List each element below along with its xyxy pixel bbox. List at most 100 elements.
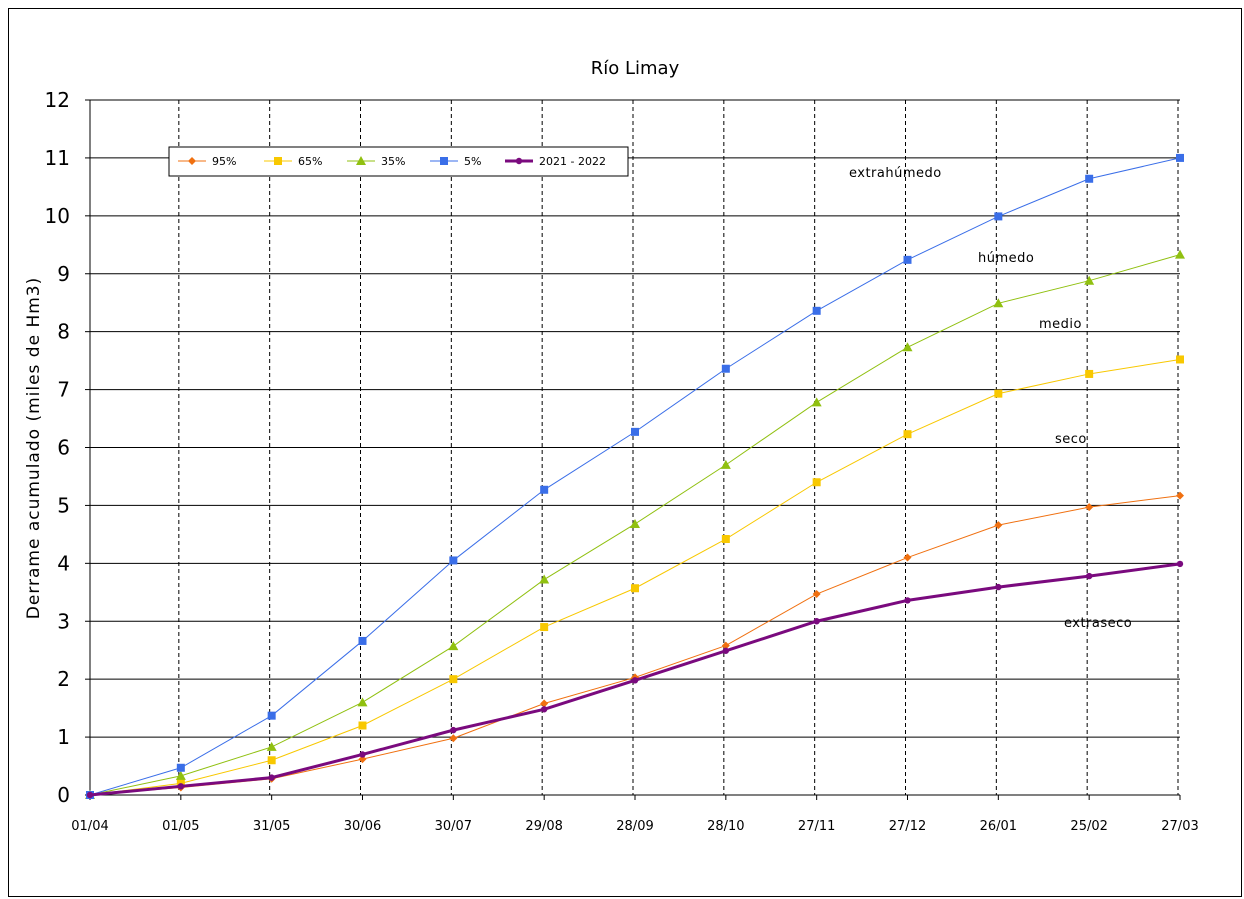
zone-annotations: extrahúmedo húmedo medio seco extraseco [849, 166, 1132, 631]
series-4 [86, 560, 1184, 799]
series-4-point-10 [995, 583, 1002, 591]
y-tick-label-11: 11 [45, 146, 70, 170]
legend-label-0: 95% [212, 155, 236, 168]
series-4-point-0 [86, 791, 94, 799]
series-2-point-2 [266, 741, 277, 751]
series-1-point-11 [1085, 369, 1094, 378]
legend-box [168, 146, 629, 177]
chart-title: Río Limay [591, 58, 680, 79]
annotation-extrahumedo: extrahúmedo [849, 166, 942, 181]
series-0-point-8 [812, 590, 821, 599]
x-tick-label-11: 25/02 [1070, 819, 1107, 834]
series-2-point-4 [448, 641, 459, 651]
series-1 [86, 355, 1184, 799]
legend-marker-4 [515, 157, 523, 165]
series-2-point-9 [902, 342, 913, 352]
series-4-point-9 [904, 597, 911, 604]
series-0-point-7 [721, 641, 730, 650]
series-4-point-6 [631, 677, 639, 684]
series-1-point-12 [1176, 355, 1184, 364]
legend-marker-0 [188, 157, 196, 165]
series-1-point-5 [540, 623, 549, 632]
y-tick-label-2: 2 [57, 667, 70, 691]
x-tick-label-6: 28/09 [616, 819, 653, 834]
legend-label-1: 65% [298, 155, 322, 168]
x-tick-label-3: 30/06 [344, 819, 381, 834]
series-1-point-9 [903, 430, 912, 439]
legend-label-4: 2021 - 2022 [539, 155, 606, 168]
series-2-point-5 [539, 574, 550, 584]
series-2-point-7 [720, 459, 731, 469]
series-4-point-7 [722, 647, 730, 654]
series-2-point-12 [1175, 249, 1185, 259]
series-3-point-10 [994, 212, 1003, 221]
x-tick-label-0: 01/04 [71, 819, 108, 834]
series-0-point-10 [994, 521, 1003, 530]
x-tick-label-1: 01/05 [162, 819, 199, 834]
series-0-point-12 [1176, 491, 1184, 500]
y-tick-label-10: 10 [45, 204, 70, 228]
series-3-point-8 [812, 306, 821, 315]
y-tick-label-5: 5 [57, 493, 70, 517]
series-2-point-3 [357, 697, 368, 707]
y-tick-label-4: 4 [57, 551, 70, 575]
legend-marker-2 [356, 156, 366, 165]
series-3-point-11 [1085, 174, 1094, 183]
series-1-point-7 [721, 535, 730, 544]
series-4-point-11 [1085, 572, 1093, 580]
x-tick-label-12: 27/03 [1161, 819, 1198, 834]
series-2 [85, 249, 1185, 799]
series-2-point-1 [175, 770, 186, 780]
series-3-point-1 [176, 763, 185, 772]
legend-label-2: 35% [381, 155, 405, 168]
x-tick-label-2: 31/05 [253, 819, 290, 834]
y-tick-label-8: 8 [57, 320, 70, 344]
y-tick-label-9: 9 [57, 262, 70, 286]
series-line-1 [89, 358, 1181, 796]
annotation-extraseco: extraseco [1064, 616, 1132, 631]
legend-marker-3 [440, 157, 448, 165]
series-lines [85, 153, 1185, 799]
series-4-point-3 [359, 751, 366, 758]
series-2-point-10 [993, 298, 1004, 308]
series-1-point-10 [994, 389, 1003, 398]
series-3-point-3 [358, 636, 367, 645]
y-tick-label-0: 0 [57, 783, 70, 807]
horizontal-gridlines [90, 99, 1180, 738]
series-0-point-9 [903, 553, 912, 562]
y-tick-label-7: 7 [57, 378, 70, 402]
series-1-point-2 [267, 756, 276, 765]
y-tick-label-3: 3 [57, 609, 70, 633]
y-tick-label-6: 6 [57, 436, 70, 460]
series-0-point-11 [1085, 503, 1094, 512]
x-tick-labels: 01/04 01/05 31/05 30/06 30/07 29/08 28/09 28/10… [71, 795, 1199, 834]
series-0-point-4 [449, 734, 458, 743]
y-tick-label-12: 12 [45, 88, 70, 112]
legend-label-3: 5% [464, 155, 481, 168]
series-3-point-12 [1176, 153, 1184, 162]
series-0 [86, 491, 1184, 799]
series-4-point-12 [1176, 560, 1184, 568]
legend: 95% 65% 35% 5% 2021 - 2022 [168, 146, 629, 177]
annotation-humedo: húmedo [978, 251, 1034, 266]
annotation-medio: medio [1039, 317, 1082, 332]
series-4-point-8 [813, 618, 820, 625]
series-3-point-5 [540, 485, 549, 494]
series-1-point-8 [812, 478, 821, 487]
series-2-point-6 [630, 518, 640, 528]
series-3-point-2 [267, 711, 276, 720]
series-1-point-3 [358, 721, 367, 730]
x-tick-label-9: 27/12 [889, 819, 926, 834]
x-tick-label-7: 28/10 [707, 819, 744, 834]
x-tick-label-4: 30/07 [435, 819, 472, 834]
series-3-point-4 [449, 556, 458, 565]
series-0-point-5 [540, 699, 549, 708]
series-1-point-6 [631, 584, 639, 593]
series-3-point-6 [631, 427, 639, 436]
series-4-point-2 [268, 774, 275, 781]
series-line-0 [89, 495, 1181, 796]
x-tick-label-8: 27/11 [798, 819, 835, 834]
series-0-point-3 [358, 755, 367, 764]
series-4-point-1 [177, 783, 185, 790]
